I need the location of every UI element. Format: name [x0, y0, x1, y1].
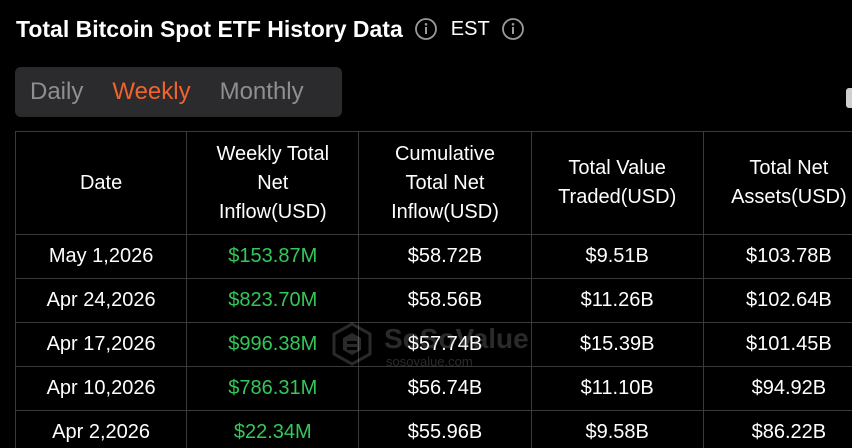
- cell-total-net-assets: $86.22B: [702, 410, 852, 448]
- cell-total-net-assets: $94.92B: [702, 366, 852, 411]
- cell-weekly-net-inflow: $153.87M: [186, 234, 360, 279]
- cell-weekly-net-inflow: $996.38M: [186, 322, 360, 367]
- cell-date: May 1,2026: [15, 234, 188, 279]
- cell-cumulative-net-inflow: $58.72B: [358, 234, 532, 279]
- timezone-label: EST: [450, 17, 490, 40]
- page-title: Total Bitcoin Spot ETF History Data: [16, 15, 403, 42]
- info-circle-icon[interactable]: [414, 18, 437, 40]
- header: Total Bitcoin Spot ETF History Data EST: [16, 12, 524, 46]
- cell-total-value-traded: $9.58B: [530, 410, 704, 448]
- table-row: Apr 2,2026 $22.34M $55.96B $9.58B $86.22…: [15, 410, 852, 448]
- timezone-info-icon[interactable]: [501, 18, 524, 40]
- tab-monthly[interactable]: Monthly: [219, 78, 304, 105]
- table-row: May 1,2026 $153.87M $58.72B $9.51B $103.…: [15, 234, 852, 279]
- period-tabs: Daily Weekly Monthly: [15, 67, 342, 117]
- cell-total-value-traded: $11.26B: [530, 278, 704, 323]
- cell-date: Apr 24,2026: [15, 278, 188, 323]
- tab-daily[interactable]: Daily: [30, 78, 84, 105]
- history-table-container[interactable]: Date Weekly Total Net Inflow(USD) Cumula…: [15, 131, 852, 448]
- cell-date: Apr 2,2026: [15, 410, 188, 448]
- cell-total-value-traded: $15.39B: [530, 322, 704, 367]
- cell-total-net-assets: $103.78B: [702, 234, 852, 279]
- column-header-total-value-traded: Total Value Traded(USD): [530, 131, 704, 235]
- cell-date: Apr 10,2026: [15, 366, 188, 411]
- cell-cumulative-net-inflow: $57.74B: [358, 322, 532, 367]
- tab-weekly[interactable]: Weekly: [112, 78, 191, 105]
- cell-weekly-net-inflow: $823.70M: [186, 278, 360, 323]
- history-table: Date Weekly Total Net Inflow(USD) Cumula…: [15, 131, 852, 448]
- cell-total-net-assets: $101.45B: [702, 322, 852, 367]
- scroll-handle[interactable]: [846, 88, 852, 108]
- table-header-row: Date Weekly Total Net Inflow(USD) Cumula…: [15, 131, 852, 235]
- column-header-total-net-assets: Total Net Assets(USD): [702, 131, 852, 235]
- cell-cumulative-net-inflow: $56.74B: [358, 366, 532, 411]
- column-header-date: Date: [15, 131, 188, 235]
- table-row: Apr 24,2026 $823.70M $58.56B $11.26B $10…: [15, 278, 852, 323]
- cell-date: Apr 17,2026: [15, 322, 188, 367]
- cell-weekly-net-inflow: $786.31M: [186, 366, 360, 411]
- cell-cumulative-net-inflow: $55.96B: [358, 410, 532, 448]
- cell-total-net-assets: $102.64B: [702, 278, 852, 323]
- cell-cumulative-net-inflow: $58.56B: [358, 278, 532, 323]
- column-header-weekly-net-inflow: Weekly Total Net Inflow(USD): [186, 131, 360, 235]
- cell-weekly-net-inflow: $22.34M: [186, 410, 360, 448]
- table-row: Apr 10,2026 $786.31M $56.74B $11.10B $94…: [15, 366, 852, 411]
- column-header-cumulative-net-inflow: Cumulative Total Net Inflow(USD): [358, 131, 532, 235]
- cell-total-value-traded: $11.10B: [530, 366, 704, 411]
- table-row: Apr 17,2026 $996.38M $57.74B $15.39B $10…: [15, 322, 852, 367]
- cell-total-value-traded: $9.51B: [530, 234, 704, 279]
